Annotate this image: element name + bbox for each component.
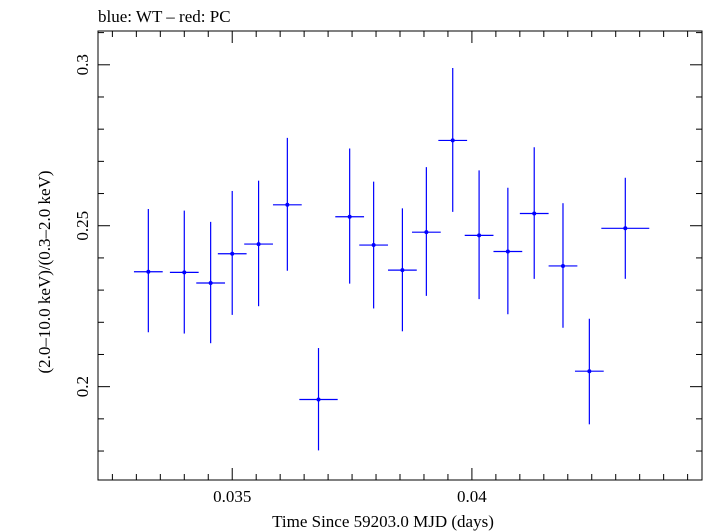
data-point (272, 137, 302, 271)
point-marker (477, 233, 482, 238)
point-marker (587, 369, 592, 374)
point-marker (450, 138, 455, 143)
x-tick-label: 0.04 (457, 487, 487, 506)
point-marker (532, 211, 537, 216)
data-point (388, 208, 417, 332)
y-tick-label: 0.2 (73, 376, 92, 397)
data-point (438, 68, 468, 212)
point-marker (623, 226, 628, 231)
y-tick-label: 0.3 (73, 54, 92, 75)
data-point (169, 210, 199, 334)
data-points (133, 68, 650, 451)
data-point (548, 203, 578, 328)
data-point (299, 348, 338, 451)
y-axis-label: (2.0–10.0 keV)/(0.3–2.0 keV) (35, 170, 54, 373)
point-marker (371, 243, 376, 248)
data-point (133, 208, 163, 333)
data-point (464, 170, 494, 300)
point-marker (316, 397, 321, 402)
point-marker (146, 269, 151, 274)
data-point (335, 148, 365, 284)
point-marker (347, 214, 352, 219)
point-marker (285, 202, 290, 207)
point-marker (424, 230, 429, 235)
x-tick-label: 0.035 (213, 487, 251, 506)
data-point (574, 318, 604, 425)
data-point (411, 167, 441, 296)
data-point (217, 190, 247, 315)
point-marker (400, 268, 405, 273)
point-marker (560, 263, 565, 268)
plot-frame (97, 30, 703, 481)
point-marker (182, 270, 187, 275)
data-point (519, 147, 549, 279)
y-axis-ticks (98, 32, 702, 452)
y-axis-tick-labels: 0.2 0.25 0.3 (73, 54, 92, 397)
x-axis-label: Time Since 59203.0 MJD (days) (272, 512, 494, 531)
point-marker (208, 281, 213, 286)
x-axis-tick-labels: 0.035 0.04 (213, 487, 487, 506)
y-tick-label: 0.25 (73, 211, 92, 241)
data-point (196, 221, 226, 344)
point-marker (256, 242, 261, 247)
data-point (493, 187, 523, 315)
x-axis-ticks (111, 31, 689, 480)
data-point (244, 180, 273, 307)
data-point (601, 177, 650, 279)
point-marker (505, 249, 510, 254)
data-point (359, 181, 389, 309)
chart-title: blue: WT – red: PC (98, 7, 231, 26)
point-marker (230, 251, 235, 256)
